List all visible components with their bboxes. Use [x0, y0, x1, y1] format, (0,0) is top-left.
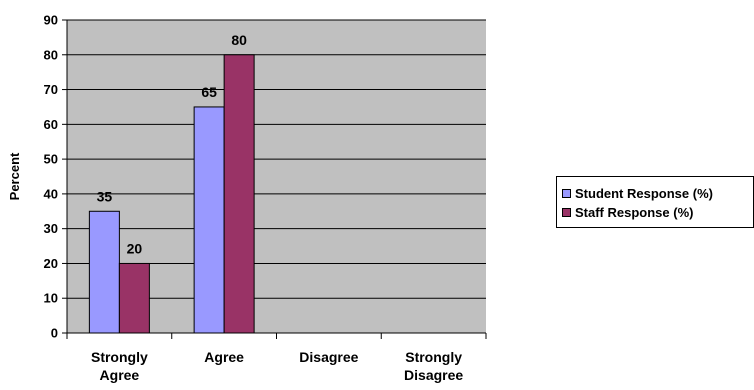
y-tick-label-20: 20: [44, 256, 58, 271]
y-tick-label-30: 30: [44, 221, 58, 236]
bar-staff: [118, 262, 150, 334]
legend-item-staff: Staff Response (%): [562, 204, 693, 220]
x-category-label: Agree: [204, 349, 244, 365]
x-category-label: Strongly: [405, 349, 462, 365]
legend: Student Response (%) Staff Response (%): [556, 176, 754, 228]
bar-staff: [223, 54, 255, 334]
y-tick-label-0: 0: [51, 326, 58, 341]
legend-label-staff: Staff Response (%): [575, 204, 694, 220]
data-labels: 35 20 65 80: [97, 32, 248, 257]
bar-student: [193, 106, 225, 334]
y-tick-label-80: 80: [44, 47, 58, 62]
data-label: 65: [201, 84, 217, 100]
x-category-label: Disagree: [299, 349, 358, 365]
legend-item-student: Student Response (%): [562, 185, 713, 201]
x-category-label: Agree: [100, 367, 140, 383]
y-tick-label-70: 70: [44, 82, 58, 97]
legend-label-student: Student Response (%): [575, 185, 713, 201]
data-label: 35: [97, 188, 113, 204]
x-category-label: Strongly: [91, 349, 148, 365]
x-category-label: Disagree: [404, 367, 463, 383]
axes: [62, 19, 487, 339]
y-tick-label-40: 40: [44, 186, 58, 201]
y-tick-labels: 0 10 20 30 40 50 60 70 80 90: [44, 13, 58, 341]
y-tick-label-50: 50: [44, 152, 58, 167]
data-label: 20: [127, 240, 143, 256]
legend-swatch-student: [562, 188, 571, 198]
bars: [88, 54, 255, 334]
y-tick-label-60: 60: [44, 117, 58, 132]
y-tick-label-10: 10: [44, 291, 58, 306]
data-label: 80: [231, 32, 247, 48]
y-axis-title: Percent: [7, 152, 22, 200]
bar-student: [88, 210, 120, 334]
x-category-labels: Strongly Agree Agree Disagree Strongly Disagr…: [91, 349, 463, 383]
legend-swatch-staff: [562, 207, 571, 217]
y-tick-label-90: 90: [44, 13, 58, 28]
